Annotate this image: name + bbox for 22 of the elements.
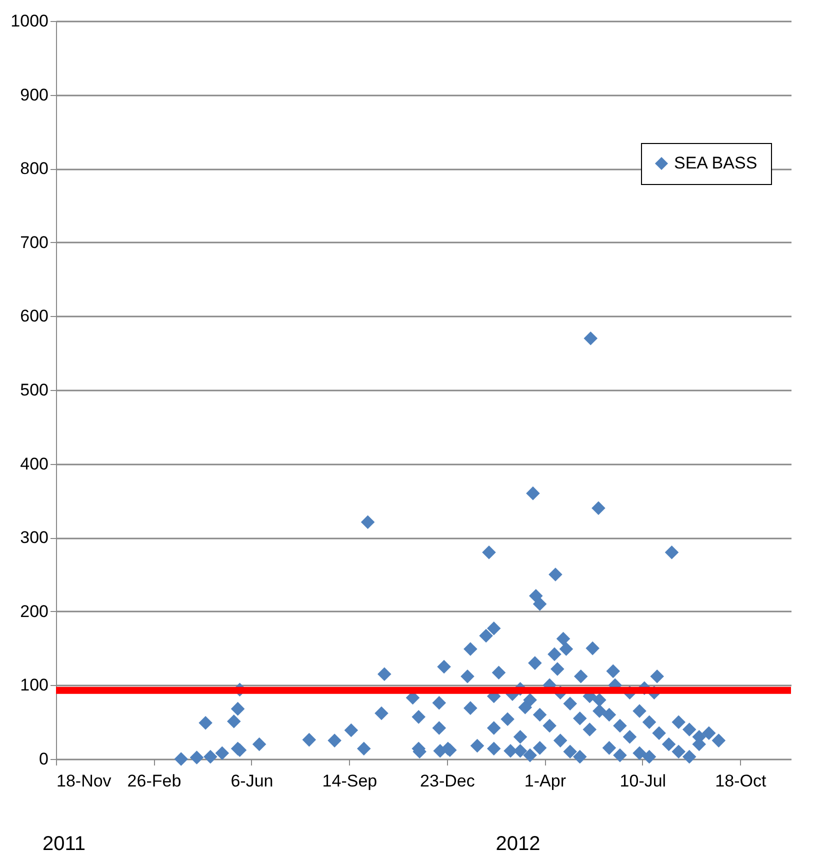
y-tick-label: 800	[20, 159, 48, 178]
x-tick-label: 1-Apr	[524, 772, 566, 790]
x-tick-label: 14-Sep	[322, 772, 378, 790]
legend-label: SEA BASS	[674, 154, 758, 172]
y-tick-label: 700	[20, 232, 48, 252]
y-tick-label: 0	[39, 750, 48, 768]
text: 2012	[496, 833, 540, 855]
y-tick-label: 400	[20, 454, 48, 474]
x-tick-label: 23-Dec	[420, 772, 476, 790]
y-tick-label: 100	[20, 676, 48, 695]
y-tick-label: 900	[20, 85, 48, 104]
y-tick-label: 600	[20, 306, 48, 326]
y-tick-label: 500	[20, 380, 48, 400]
x-tick-label: 18-Oct	[715, 772, 766, 790]
x-tick-label: 10-Jul	[620, 772, 666, 790]
x-tick-label: 18-Nov	[56, 772, 112, 790]
y-tick-label: 1000	[10, 12, 48, 30]
x-tick-label: 6-Jun	[230, 772, 274, 790]
y-tick-label: 200	[20, 602, 48, 621]
y-tick-label: 300	[20, 528, 48, 548]
x-tick-label: 26-Feb	[127, 772, 182, 790]
text: 2011	[42, 833, 86, 855]
